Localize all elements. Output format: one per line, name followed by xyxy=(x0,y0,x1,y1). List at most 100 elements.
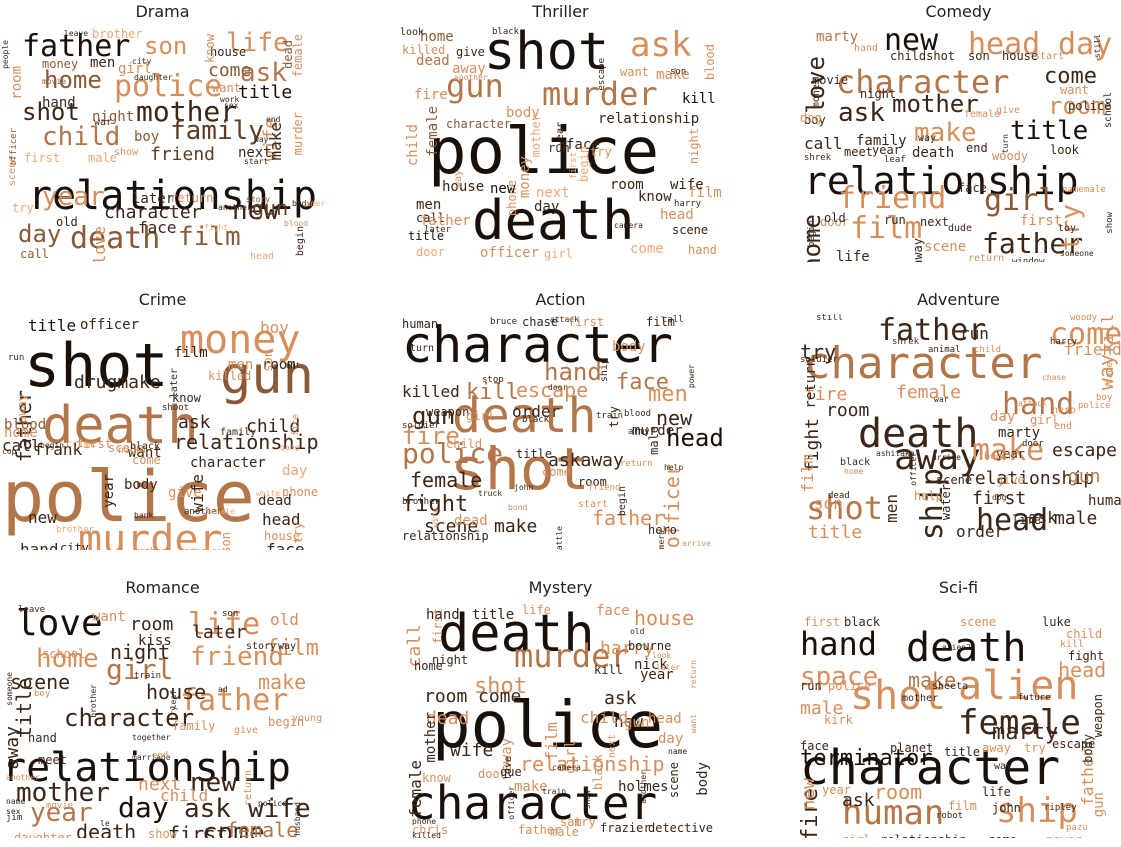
word: female xyxy=(406,760,425,818)
word: start xyxy=(578,499,609,510)
word: police xyxy=(1078,401,1111,411)
panel-title: Thriller xyxy=(532,2,589,21)
word: child xyxy=(580,708,629,727)
word: house xyxy=(442,179,485,195)
word: friend xyxy=(1064,340,1121,359)
word: scene xyxy=(672,223,709,237)
word: death xyxy=(472,189,635,252)
word: men xyxy=(228,357,254,373)
word: escape xyxy=(1052,737,1096,751)
word: head xyxy=(262,510,301,529)
word: soldier xyxy=(800,355,838,365)
word: life xyxy=(982,785,1011,799)
word: brother xyxy=(56,525,94,535)
word: dead xyxy=(828,491,850,501)
word: later xyxy=(424,225,452,235)
word: call xyxy=(2,436,41,455)
word: crime xyxy=(66,439,97,450)
word: dead xyxy=(258,493,292,509)
word: camera xyxy=(657,530,666,550)
word: police xyxy=(828,679,872,693)
word: house xyxy=(634,606,695,630)
word: love xyxy=(16,603,103,644)
word: first xyxy=(1020,213,1063,229)
word: name xyxy=(668,747,688,756)
word: day xyxy=(118,791,169,824)
word: harry xyxy=(674,199,702,209)
word: first xyxy=(568,315,605,329)
word: still xyxy=(816,314,844,323)
word: ask xyxy=(184,794,231,824)
word: character xyxy=(64,704,195,732)
word: another xyxy=(184,507,222,517)
word: make xyxy=(514,779,548,795)
word: askaway xyxy=(548,450,624,471)
word: room xyxy=(826,400,870,421)
word: return xyxy=(620,459,653,469)
word: first xyxy=(569,152,579,180)
word: fire xyxy=(414,87,448,103)
word: new xyxy=(614,712,643,731)
word: dead xyxy=(454,513,488,529)
word: character xyxy=(190,455,266,471)
wordcloud: police death shot murder gun ask relationship k… xyxy=(398,26,723,262)
word: movie xyxy=(812,73,849,87)
word: train xyxy=(596,411,624,421)
word: officer xyxy=(507,786,516,820)
word: human xyxy=(402,317,439,331)
word: marty xyxy=(816,29,859,45)
word: murder xyxy=(291,112,305,156)
word: police xyxy=(428,115,660,189)
word: officer xyxy=(9,128,19,166)
word: white xyxy=(256,489,281,498)
word: film xyxy=(850,211,923,246)
word: return xyxy=(243,770,254,807)
word: blood xyxy=(703,44,717,81)
word: body xyxy=(695,762,711,796)
word: mother xyxy=(136,95,238,128)
word: life xyxy=(1012,513,1041,527)
word: fire xyxy=(291,414,301,436)
word: film xyxy=(178,222,241,252)
word: kiss xyxy=(138,633,172,649)
word: way xyxy=(994,761,1013,772)
word: away xyxy=(982,741,1011,755)
word: wife xyxy=(670,177,704,193)
word: son xyxy=(814,494,843,513)
word: character xyxy=(446,117,512,131)
word: film xyxy=(174,345,208,361)
word: home xyxy=(36,644,99,674)
word: try xyxy=(590,145,612,159)
word: war xyxy=(934,395,949,404)
word: home xyxy=(44,66,102,94)
word: female xyxy=(410,468,483,492)
word: new xyxy=(884,26,939,58)
word: begin xyxy=(807,220,817,248)
word: wife xyxy=(248,794,311,824)
word: head xyxy=(250,251,275,262)
word: shrek xyxy=(804,153,832,163)
word: bourne xyxy=(628,639,672,653)
word: turn xyxy=(410,343,435,354)
word: child xyxy=(246,416,301,437)
word: year xyxy=(872,143,901,157)
word: run xyxy=(960,324,989,343)
word: men xyxy=(90,55,116,71)
word: frank xyxy=(34,440,83,459)
word: night xyxy=(432,653,469,667)
word: kill xyxy=(682,91,716,107)
word: female xyxy=(958,703,1081,743)
word: character xyxy=(104,202,202,223)
word: drugmake xyxy=(74,372,161,393)
word: attack xyxy=(550,315,579,324)
word: night xyxy=(92,109,135,125)
word: police xyxy=(258,799,287,808)
word: police xyxy=(402,437,504,470)
word: le xyxy=(100,819,110,828)
word: black xyxy=(844,615,881,629)
word: kill xyxy=(1060,639,1085,650)
word: another xyxy=(218,203,252,212)
wordcloud: character death hand alien shot female human sh… xyxy=(796,602,1121,838)
word: new xyxy=(798,778,819,811)
word: return xyxy=(170,191,214,205)
